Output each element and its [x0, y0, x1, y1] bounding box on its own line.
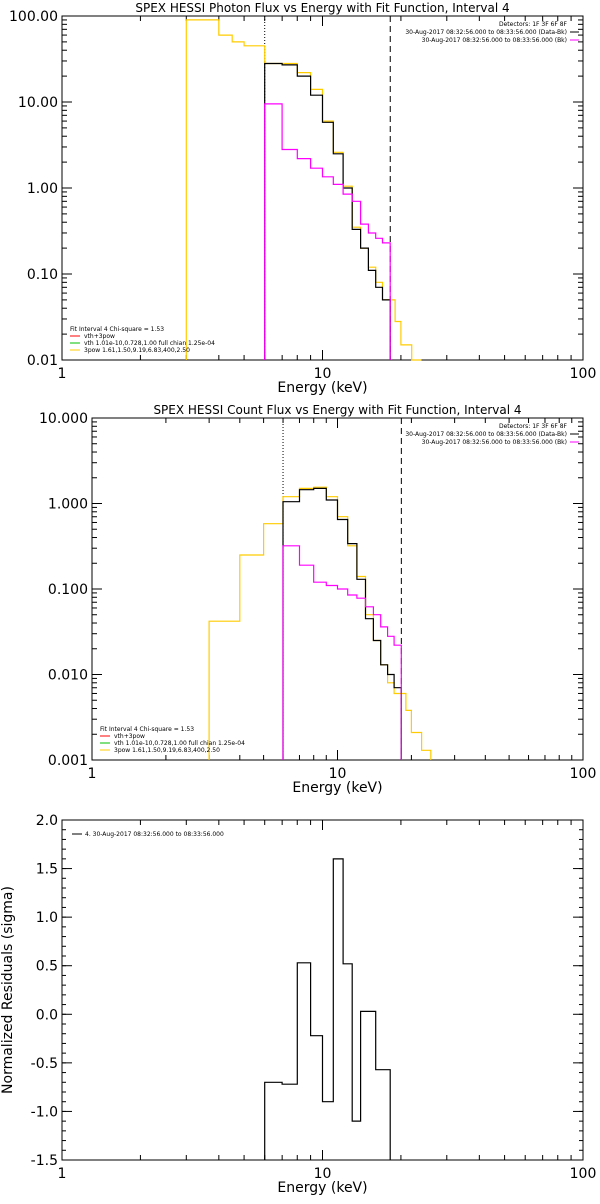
- chart-2: SPEX HESSI Count Flux vs Energy with Fit…: [39, 403, 596, 796]
- y-tick-label: -1.0: [31, 1104, 58, 1120]
- legend-entry: vth 1.01e-10,0.728,1.00 full chian 1.25e…: [114, 740, 245, 747]
- y-tick-label: 0.10: [27, 267, 58, 283]
- y-tick-label: 1.000: [48, 497, 88, 513]
- histogram-series: [185, 19, 422, 361]
- y-tick-label: 0.001: [48, 753, 88, 769]
- chart-title: SPEX HESSI Count Flux vs Energy with Fit…: [153, 403, 521, 417]
- histogram-series: [208, 486, 432, 760]
- legend-entry: 3pow 1.61,1.50,9.19,6.83,400,2.50: [84, 347, 190, 354]
- x-axis-label: Energy (keV): [277, 1180, 367, 1196]
- y-tick-label: 0.010: [48, 668, 88, 684]
- y-axis-label: Normalized Residuals (sigma): [0, 886, 16, 1094]
- histogram-series: [264, 62, 391, 360]
- legend-entry: vth+3pow: [114, 733, 145, 740]
- y-tick-label: 10.00: [18, 95, 58, 111]
- x-tick-label: 10: [314, 366, 332, 382]
- chart-3: 1 10 100 Energy (keV) -1.5 -1.0 -0.5 0.0 0.5 1.0 1…: [0, 813, 596, 1196]
- x-tick-label: 1: [88, 766, 97, 782]
- histogram-series: [264, 858, 391, 1160]
- legend-entry: 30-Aug-2017 08:32:56.000 to 08:33:56.000…: [405, 29, 567, 36]
- x-axis-label: Energy (keV): [292, 780, 382, 796]
- chart-title: SPEX HESSI Photon Flux vs Energy with Fi…: [135, 1, 509, 15]
- y-tick-label: 100.00: [9, 9, 58, 25]
- legend-entry: 30-Aug-2017 08:32:56.000 to 08:33:56.000…: [422, 37, 567, 44]
- legend-entry: vth+3pow: [84, 333, 115, 340]
- plot-frame: [61, 15, 584, 361]
- legend-entry: Fit Interval 4 Chi-square = 1.53: [70, 326, 164, 333]
- y-tick-label: -0.5: [31, 1056, 58, 1072]
- x-tick-label: 100: [570, 1166, 597, 1182]
- y-tick-label: 10.000: [39, 411, 88, 427]
- legend-entry: 3pow 1.61,1.50,9.19,6.83,400,2.50: [114, 747, 220, 754]
- legend-entry: 30-Aug-2017 08:32:56.000 to 08:33:56.000…: [405, 431, 567, 438]
- y-tick-label: 0.5: [36, 959, 58, 975]
- y-tick-label: 0.100: [48, 582, 88, 598]
- x-tick-label: 1: [58, 366, 67, 382]
- legend-entry: 4. 30-Aug-2017 08:32:56.000 to 08:33:56.…: [85, 831, 224, 838]
- legend-entry: Detectors: 1F 3F 6F 8F: [499, 21, 568, 28]
- y-tick-label: 1.0: [36, 910, 58, 926]
- x-axis-label: Energy (keV): [277, 380, 367, 396]
- histogram-series: [282, 545, 402, 760]
- legend-entry: Fit Interval 4 Chi-square = 1.53: [100, 726, 194, 733]
- x-tick-label: 100: [570, 366, 597, 382]
- x-tick-label: 1: [58, 1166, 67, 1182]
- y-tick-label: 1.5: [36, 862, 58, 878]
- y-tick-label: 0.01: [27, 353, 58, 369]
- legend-entry: vth 1.01e-10,0.728,1.00 full chian 1.25e…: [84, 340, 215, 347]
- y-tick-label: 1.00: [27, 181, 58, 197]
- y-tick-label: 0.0: [36, 1007, 58, 1023]
- y-tick-label: -1.5: [31, 1153, 58, 1169]
- legend-entry: Detectors: 1F 3F 6F 8F: [499, 423, 568, 430]
- x-tick-label: 10: [314, 1166, 332, 1182]
- legend-entry: 30-Aug-2017 08:32:56.000 to 08:33:56.000…: [422, 439, 567, 446]
- x-tick-label: 100: [570, 766, 597, 782]
- y-tick-label: 2.0: [36, 813, 58, 829]
- histogram-series: [282, 487, 402, 760]
- histogram-series: [264, 103, 391, 360]
- chart-1: SPEX HESSI Photon Flux vs Energy with Fi…: [9, 1, 596, 396]
- plot-frame: [61, 819, 584, 1161]
- x-tick-label: 10: [329, 766, 347, 782]
